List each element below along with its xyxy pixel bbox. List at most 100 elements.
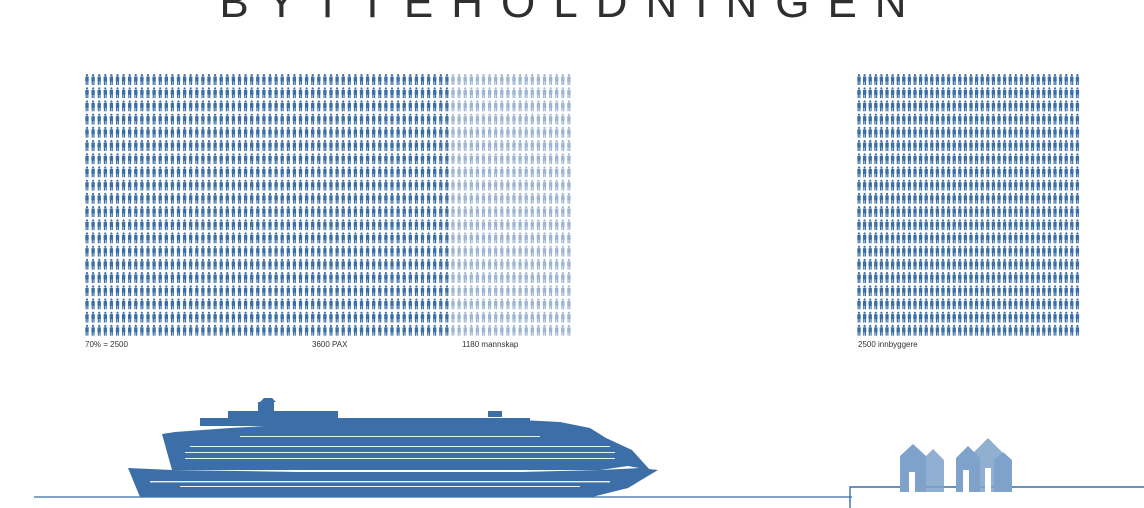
- person-icon: [317, 113, 321, 125]
- person-icon: [874, 87, 878, 99]
- person-icon: [1014, 245, 1018, 257]
- person-icon: [469, 232, 473, 244]
- person-icon: [219, 192, 223, 204]
- person-icon: [963, 272, 968, 283]
- person-icon: [433, 298, 437, 310]
- person-icon: [134, 153, 138, 165]
- person-icon: [414, 153, 419, 165]
- person-icon: [426, 100, 431, 112]
- person-icon: [365, 245, 370, 257]
- person-icon: [1070, 166, 1074, 178]
- person-icon: [402, 100, 406, 112]
- person-icon: [885, 166, 889, 178]
- person-icon: [1036, 166, 1040, 178]
- person-icon: [329, 113, 333, 125]
- person-icon: [176, 245, 181, 257]
- person-icon: [524, 140, 528, 151]
- person-icon: [518, 113, 522, 125]
- person-icon: [879, 74, 884, 85]
- person-icon: [365, 153, 370, 165]
- person-icon: [896, 232, 900, 244]
- person-icon: [115, 140, 120, 151]
- person-icon: [918, 87, 923, 99]
- person-icon: [941, 324, 945, 336]
- person-icon: [1025, 113, 1029, 125]
- person-icon: [250, 74, 254, 85]
- person-icon: [121, 153, 126, 165]
- person-icon: [384, 219, 388, 231]
- person-icon: [524, 311, 528, 323]
- person-icon: [1047, 192, 1052, 204]
- person-icon: [103, 311, 107, 323]
- person-icon: [1075, 74, 1080, 85]
- person-icon: [103, 113, 107, 125]
- person-icon: [1064, 219, 1068, 231]
- person-icon: [913, 206, 917, 217]
- person-icon: [958, 232, 962, 244]
- person-icon: [134, 113, 138, 125]
- person-icon: [542, 232, 547, 244]
- person-icon: [103, 74, 107, 85]
- person-icon: [963, 113, 968, 125]
- person-icon: [256, 166, 260, 178]
- person-icon: [420, 113, 425, 125]
- person-icon: [1075, 179, 1080, 191]
- person-icon: [481, 113, 486, 125]
- person-icon: [121, 206, 126, 217]
- person-icon: [231, 179, 236, 191]
- person-icon: [930, 311, 934, 323]
- person-icon: [134, 126, 138, 138]
- person-icon: [991, 298, 996, 310]
- person-icon: [115, 324, 120, 336]
- person-icon: [463, 87, 467, 99]
- person-icon: [439, 245, 443, 257]
- person-icon: [396, 245, 400, 257]
- person-icon: [433, 87, 437, 99]
- person-icon: [182, 258, 187, 270]
- person-icon: [91, 140, 95, 151]
- person-icon: [219, 153, 223, 165]
- person-icon: [445, 179, 449, 191]
- person-icon: [414, 311, 419, 323]
- person-icon: [1053, 179, 1057, 191]
- person-icon: [286, 219, 290, 231]
- person-icon: [128, 126, 132, 138]
- person-icon: [170, 324, 175, 336]
- person-icon: [335, 206, 339, 217]
- person-icon: [439, 179, 443, 191]
- person-icon: [347, 192, 351, 204]
- person-icon: [256, 245, 260, 257]
- person-icon: [195, 166, 199, 178]
- person-icon: [146, 311, 150, 323]
- person-icon: [237, 179, 242, 191]
- person-icon: [857, 126, 861, 138]
- person-icon: [481, 140, 486, 151]
- person-icon: [170, 166, 175, 178]
- person-icon: [219, 87, 223, 99]
- person-icon: [268, 166, 272, 178]
- person-icon: [930, 192, 934, 204]
- person-icon: [91, 113, 95, 125]
- person-icon: [359, 166, 364, 178]
- person-icon: [128, 206, 132, 217]
- person-icon: [868, 324, 872, 336]
- person-icon: [311, 298, 315, 310]
- person-icon: [1019, 113, 1024, 125]
- person-icon: [896, 324, 900, 336]
- person-icon: [548, 258, 553, 270]
- person-icon: [213, 232, 217, 244]
- person-icon: [1014, 285, 1018, 297]
- person-icon: [561, 258, 565, 270]
- person-icon: [857, 206, 861, 217]
- person-icon: [506, 113, 510, 125]
- person-icon: [536, 87, 541, 99]
- person-icon: [518, 285, 522, 297]
- person-icon: [958, 74, 962, 85]
- person-icon: [85, 153, 89, 165]
- person-icon: [140, 258, 144, 270]
- person-icon: [481, 285, 486, 297]
- person-icon: [280, 219, 284, 231]
- person-icon: [298, 232, 303, 244]
- person-icon: [1042, 219, 1046, 231]
- person-icon: [207, 100, 211, 112]
